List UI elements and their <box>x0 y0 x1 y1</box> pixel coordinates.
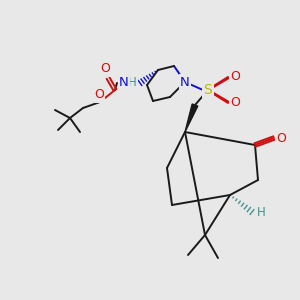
Text: H: H <box>256 206 266 218</box>
Text: O: O <box>94 88 104 101</box>
Text: N: N <box>180 76 190 88</box>
Text: O: O <box>230 97 240 110</box>
Text: S: S <box>204 83 212 97</box>
Text: O: O <box>276 131 286 145</box>
Text: O: O <box>230 70 240 83</box>
Text: O: O <box>100 62 110 76</box>
Polygon shape <box>185 104 198 132</box>
Text: N: N <box>119 76 129 88</box>
Text: H: H <box>128 76 136 88</box>
